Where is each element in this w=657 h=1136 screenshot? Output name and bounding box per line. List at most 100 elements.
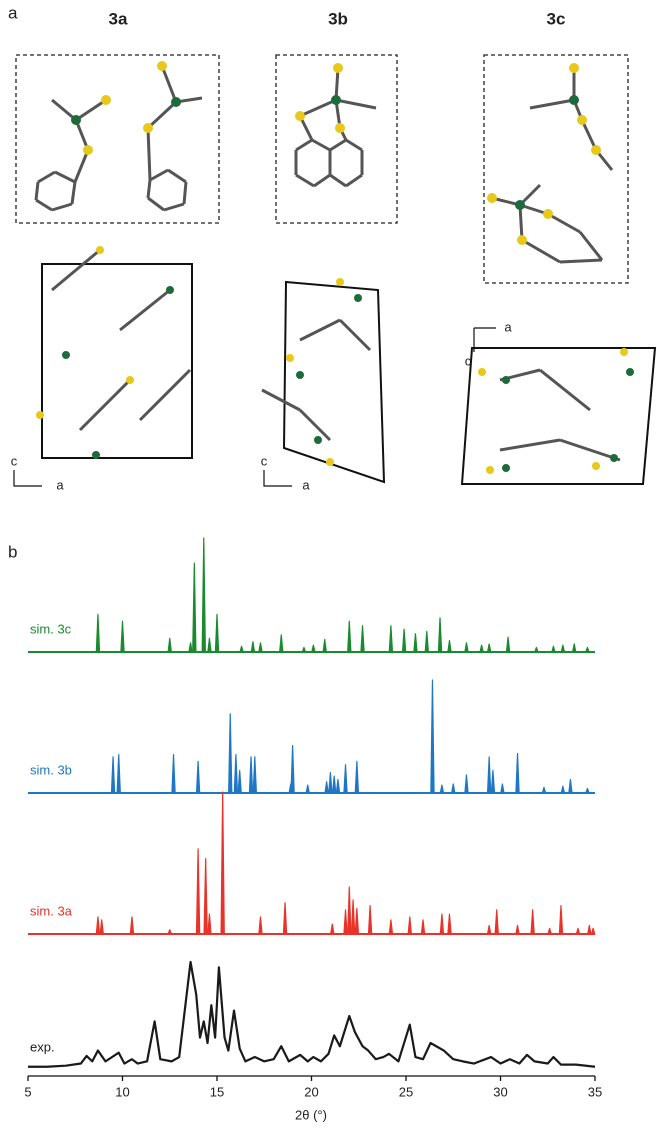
unit-cell: [42, 264, 655, 484]
peak: [440, 914, 443, 934]
peak: [548, 928, 551, 934]
peak: [238, 770, 241, 793]
peak: [425, 631, 428, 652]
peak: [193, 563, 196, 652]
x-tick-label: 35: [588, 1084, 602, 1099]
peak: [312, 645, 315, 652]
peak: [189, 643, 192, 652]
peak: [215, 614, 218, 652]
structure-label: 3b: [328, 9, 348, 28]
peak: [501, 784, 504, 793]
molecule-sketch: [36, 61, 634, 474]
peak: [403, 629, 406, 652]
x-tick-label: 15: [210, 1084, 224, 1099]
peak: [588, 925, 591, 934]
pattern-line: [28, 962, 595, 1067]
figure: a 3a 3b 3c: [0, 0, 657, 1131]
axis-label: c: [465, 353, 472, 368]
peak: [348, 621, 351, 652]
peak: [531, 910, 534, 934]
series-label: sim. 3b: [30, 762, 72, 777]
peak: [168, 930, 171, 934]
x-tick-label: 30: [493, 1084, 507, 1099]
peak: [438, 618, 441, 652]
peak: [111, 757, 114, 793]
peak: [240, 646, 243, 652]
peak: [348, 887, 351, 934]
peak: [408, 917, 411, 934]
peak: [361, 626, 364, 652]
peak: [280, 635, 283, 652]
peak: [561, 786, 564, 793]
peak: [448, 641, 451, 652]
axis-label: a: [302, 477, 310, 492]
peak: [389, 626, 392, 652]
peak: [368, 906, 371, 934]
peak: [100, 920, 103, 934]
peak: [197, 761, 200, 793]
peak: [586, 647, 589, 652]
panel-label: a: [8, 3, 18, 22]
peak: [516, 925, 519, 934]
peak: [253, 757, 256, 793]
peak: [251, 642, 254, 652]
x-tick-label: 20: [304, 1084, 318, 1099]
peak: [336, 779, 339, 793]
peak: [197, 849, 200, 934]
peak: [586, 788, 589, 793]
x-tick-label: 5: [24, 1084, 31, 1099]
peak: [488, 757, 491, 793]
peak: [259, 917, 262, 934]
axis-label: c: [11, 453, 18, 468]
axis-label: c: [261, 453, 268, 468]
peak: [559, 906, 562, 934]
peak: [96, 917, 99, 934]
peak: [96, 614, 99, 652]
peak: [592, 928, 595, 934]
x-tick-label: 25: [399, 1084, 413, 1099]
peak: [168, 638, 171, 652]
x-tick-label: 10: [115, 1084, 129, 1099]
peak: [495, 910, 498, 934]
peak: [202, 538, 205, 652]
series-label: sim. 3c: [30, 621, 72, 636]
peak: [569, 779, 572, 793]
peak: [516, 753, 519, 793]
peak: [344, 910, 347, 934]
peak: [329, 773, 332, 793]
peak: [259, 643, 262, 652]
peak: [355, 908, 358, 934]
axis-label: a: [504, 319, 512, 334]
peak: [204, 859, 207, 934]
peak: [306, 785, 309, 793]
x-axis-label: 2θ (°): [295, 1107, 327, 1122]
peak: [448, 914, 451, 934]
peak: [302, 647, 305, 652]
peak: [208, 638, 211, 652]
peak: [351, 900, 354, 934]
peak: [542, 787, 545, 793]
peak: [465, 775, 468, 793]
peak: [506, 637, 509, 652]
peak: [283, 903, 286, 934]
peak: [333, 776, 336, 793]
peak: [421, 920, 424, 934]
peak: [535, 647, 538, 652]
peak: [291, 746, 294, 793]
peak: [221, 792, 224, 934]
axis-arrows: [14, 328, 496, 486]
structure-label: 3a: [109, 9, 128, 28]
peak: [488, 644, 491, 652]
structure-label: 3c: [547, 9, 566, 28]
peak: [491, 770, 494, 793]
series-label: exp.: [30, 1039, 55, 1054]
peak: [389, 920, 392, 934]
peak: [576, 928, 579, 934]
peak: [344, 765, 347, 793]
peak: [117, 755, 120, 793]
peak: [488, 925, 491, 934]
peak: [465, 643, 468, 652]
peak: [355, 761, 358, 793]
panel-label: b: [8, 542, 17, 561]
peak: [234, 755, 237, 793]
